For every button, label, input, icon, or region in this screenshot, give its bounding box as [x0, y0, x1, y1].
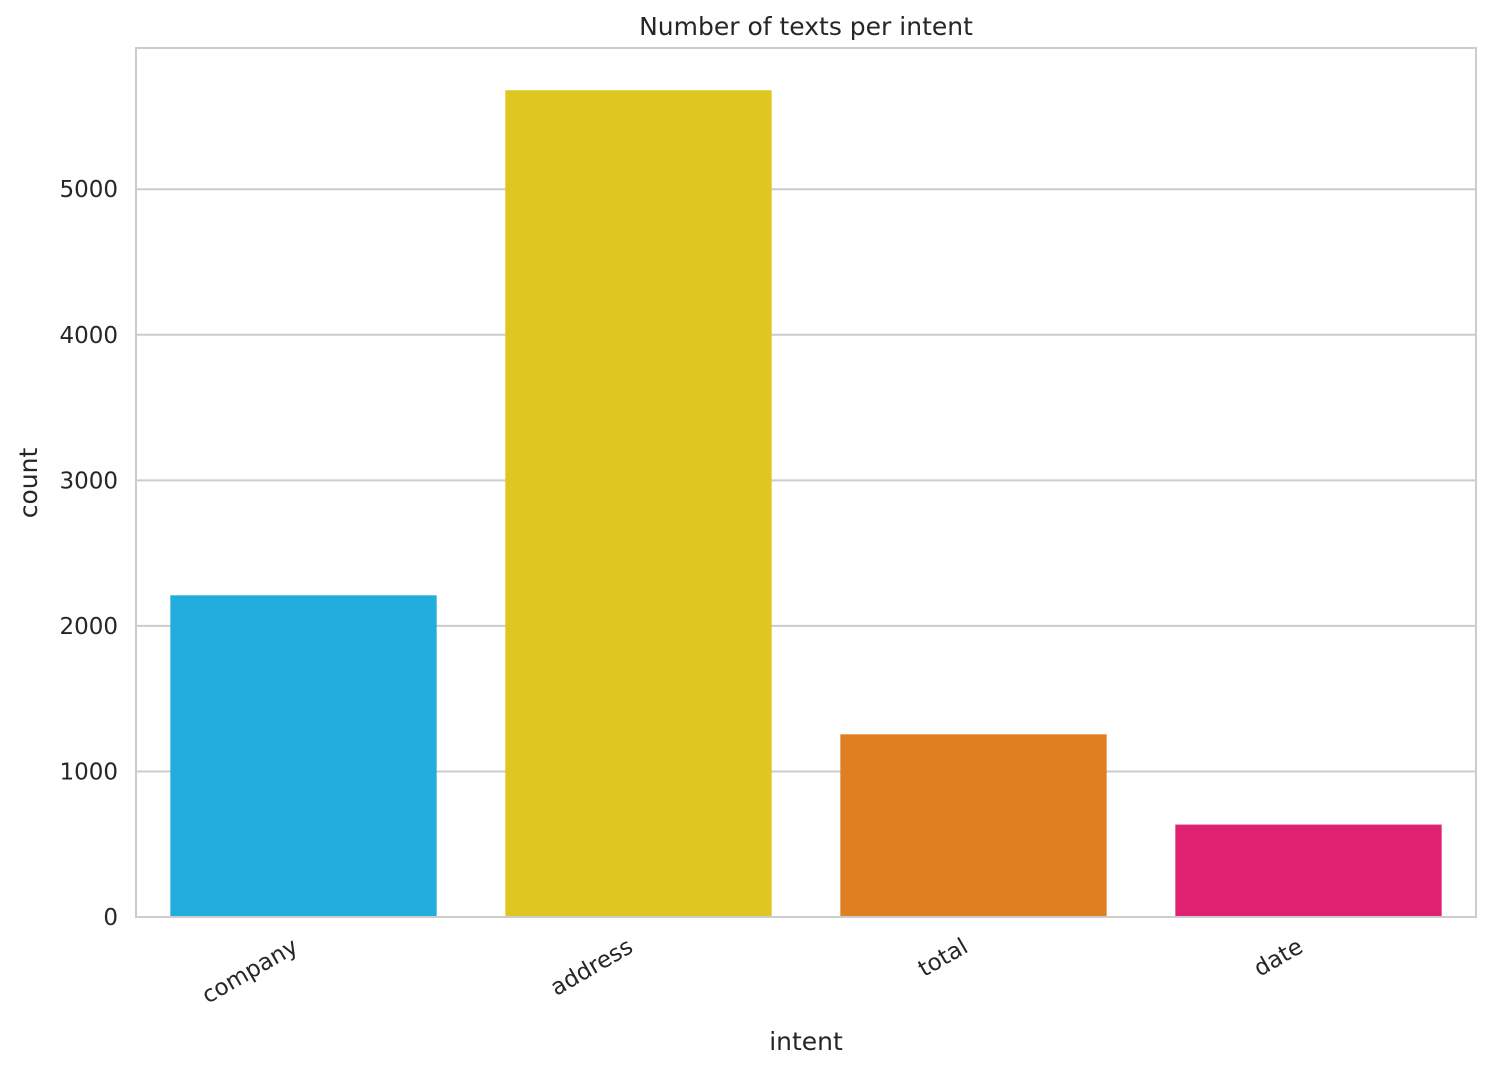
bar-company — [170, 595, 437, 916]
y-tick-label: 0 — [103, 905, 118, 931]
bars — [170, 90, 1442, 917]
y-tick-label: 1000 — [59, 759, 118, 785]
x-tick-label-total: total — [914, 934, 973, 983]
x-tick-labels: company address total date — [198, 934, 1308, 1010]
x-tick-label-date: date — [1250, 934, 1308, 982]
bar-address — [505, 90, 772, 917]
y-axis-label: count — [14, 448, 43, 519]
chart-title: Number of texts per intent — [639, 12, 973, 41]
plot-frame — [135, 47, 1477, 918]
bar-total — [840, 734, 1107, 916]
y-tick-labels: 0 1000 2000 3000 4000 5000 — [59, 177, 118, 931]
y-tick-label: 5000 — [59, 177, 118, 203]
y-tick-label: 2000 — [59, 614, 118, 640]
x-tick-label-company: company — [198, 934, 303, 1010]
x-tick-label-address: address — [546, 934, 637, 1002]
y-tick-label: 3000 — [59, 468, 118, 494]
y-tick-label: 4000 — [59, 323, 118, 349]
x-axis-label: intent — [769, 1027, 843, 1056]
bar-date — [1175, 824, 1442, 916]
